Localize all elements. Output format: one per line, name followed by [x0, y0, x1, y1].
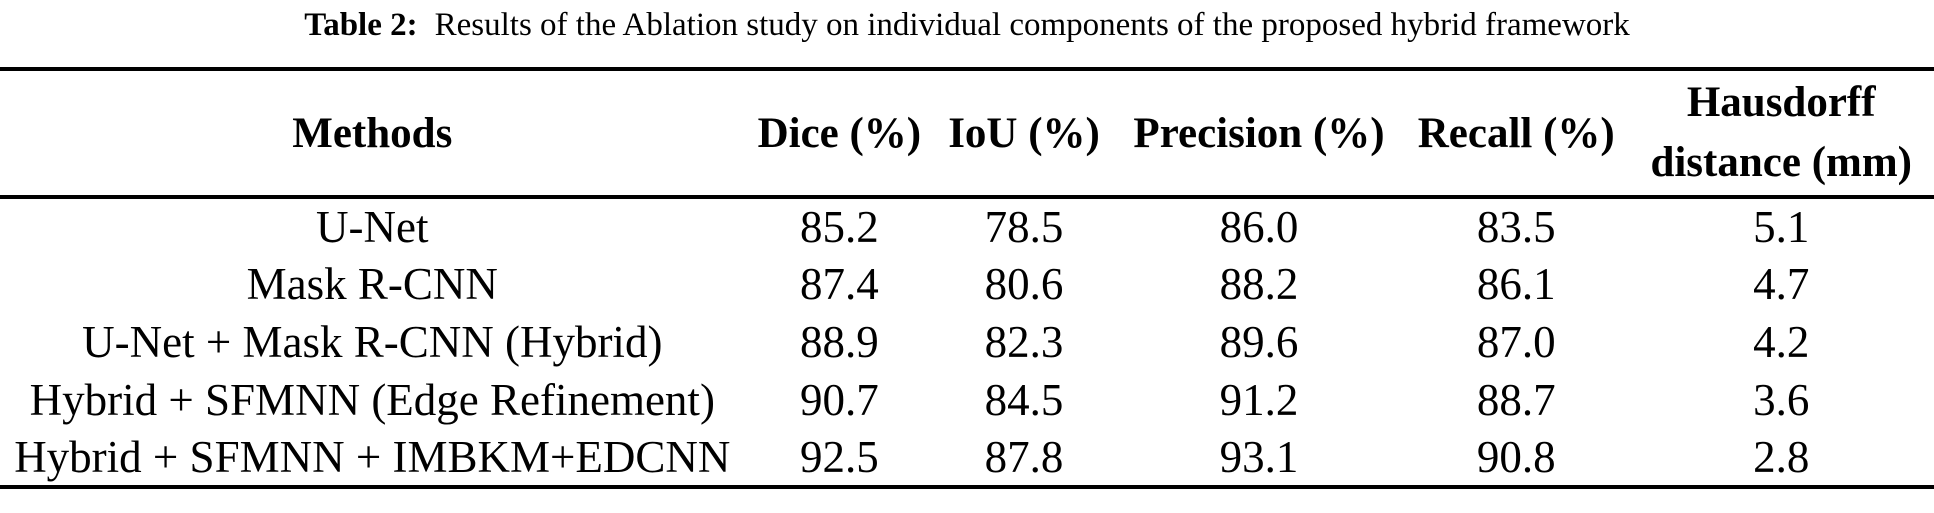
- cell-hausdorff: 4.7: [1753, 259, 1810, 309]
- cell-recall: 86.1: [1476, 259, 1556, 309]
- cell-iou: 78.5: [984, 202, 1064, 252]
- cell-method: Hybrid + SFMNN + IMBKM+EDCNN: [14, 432, 731, 482]
- cell-recall: 83.5: [1476, 202, 1556, 252]
- cell-iou: 80.6: [984, 259, 1064, 309]
- cell-iou: 84.5: [984, 375, 1064, 425]
- cell-recall: 88.7: [1476, 375, 1556, 425]
- header-precision: Precision (%): [1113, 69, 1405, 199]
- cell-dice: 87.4: [799, 259, 879, 309]
- table-caption: Table 2: Results of the Ablation study on…: [0, 0, 1934, 67]
- cell-dice: 90.7: [799, 375, 879, 425]
- cell-hausdorff: 5.1: [1753, 202, 1810, 252]
- cell-iou: 82.3: [984, 317, 1064, 367]
- cell-precision: 88.2: [1219, 259, 1299, 309]
- header-hausdorff-line1: Hausdorff: [1686, 79, 1876, 126]
- caption-label: Table 2:: [304, 7, 418, 43]
- cell-recall: 87.0: [1476, 317, 1556, 367]
- table-row: U-Net + Mask R-CNN (Hybrid) 88.9 82.3 89…: [0, 313, 1934, 371]
- header-dice: Dice (%): [744, 69, 935, 199]
- cell-hausdorff: 2.8: [1753, 432, 1810, 482]
- table-row: Hybrid + SFMNN + IMBKM+EDCNN 92.5 87.8 9…: [0, 429, 1934, 487]
- cell-precision: 93.1: [1219, 432, 1299, 482]
- header-recall: Recall (%): [1404, 69, 1629, 199]
- header-methods: Methods: [0, 69, 745, 199]
- cell-method: Hybrid + SFMNN (Edge Refinement): [29, 375, 715, 425]
- header-hausdorff-line2: distance (mm): [1650, 139, 1912, 186]
- cell-dice: 85.2: [799, 202, 879, 252]
- cell-recall: 90.8: [1476, 432, 1556, 482]
- cell-hausdorff: 3.6: [1753, 375, 1810, 425]
- header-row: Methods Dice (%) IoU (%) Precision (%) R…: [0, 69, 1934, 199]
- header-hausdorff-lines: Hausdorff distance (mm): [1628, 73, 1934, 193]
- header-iou: IoU (%): [934, 69, 1114, 199]
- table-row: Mask R-CNN 87.4 80.6 88.2 86.1 4.7: [0, 255, 1934, 313]
- cell-method: U-Net + Mask R-CNN (Hybrid): [82, 317, 663, 367]
- cell-method: U-Net: [316, 202, 429, 252]
- table-row: Hybrid + SFMNN (Edge Refinement) 90.7 84…: [0, 371, 1934, 429]
- ablation-results-table: Methods Dice (%) IoU (%) Precision (%) R…: [0, 67, 1934, 489]
- table-body: U-Net 85.2 78.5 86.0 83.5 5.1 Mask R-CNN…: [0, 197, 1934, 487]
- cell-method: Mask R-CNN: [246, 259, 498, 309]
- table-header: Methods Dice (%) IoU (%) Precision (%) R…: [0, 69, 1934, 199]
- cell-hausdorff: 4.2: [1753, 317, 1810, 367]
- table-row: U-Net 85.2 78.5 86.0 83.5 5.1: [0, 197, 1934, 255]
- cell-iou: 87.8: [984, 432, 1064, 482]
- caption-text: Results of the Ablation study on individ…: [434, 7, 1630, 43]
- cell-dice: 92.5: [799, 432, 879, 482]
- cell-precision: 89.6: [1219, 317, 1299, 367]
- header-hausdorff: Hausdorff distance (mm): [1628, 69, 1934, 199]
- cell-precision: 86.0: [1219, 202, 1299, 252]
- cell-precision: 91.2: [1219, 375, 1299, 425]
- cell-dice: 88.9: [799, 317, 879, 367]
